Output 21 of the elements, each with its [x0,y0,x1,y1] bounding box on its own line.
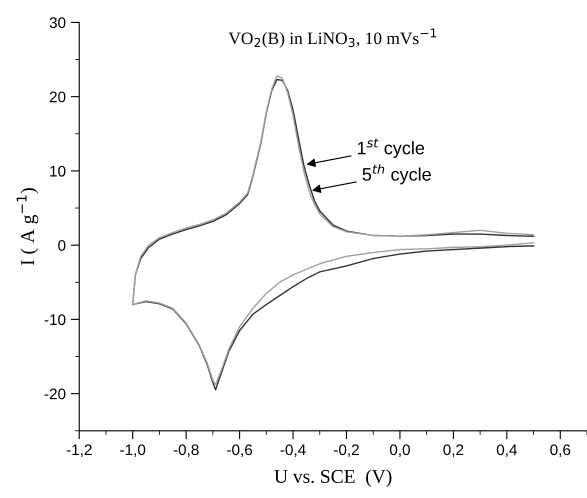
annotation: 1$^{st}$ cycle [358,138,424,158]
y-tick-label: 20 [50,92,66,102]
y-tick-label: 0 [58,240,66,251]
x-axis-title: U vs. SCE (V) [274,469,392,487]
chart-title: VO$_{2}$(B) in LiNO$_{3}$, 10 mVs$^{−1}$ [228,28,436,48]
y-tick-label: -10 [44,314,66,326]
y-axis-title: I ( A g$^{−1}$) [16,188,38,266]
x-tick-label: -0,4 [280,444,306,457]
x-tick-label: -0,2 [334,444,359,457]
x-tick-label: 0,2 [443,444,464,457]
y-tick-label: -20 [44,388,66,400]
x-tick-label: -1,0 [120,444,146,457]
x-tick-label: 0,0 [390,444,410,457]
x-tick-label: -1,2 [66,444,92,457]
y-tick-label: 10 [50,166,66,177]
x-tick-label: -0,8 [174,444,199,457]
annotation: 5$^{th}$ cycle [362,164,431,184]
y-tick-label: 30 [50,17,66,28]
x-tick-label: 0,4 [496,444,517,457]
x-tick-label: -0,6 [227,444,252,457]
x-tick-label: 0,6 [550,444,570,457]
